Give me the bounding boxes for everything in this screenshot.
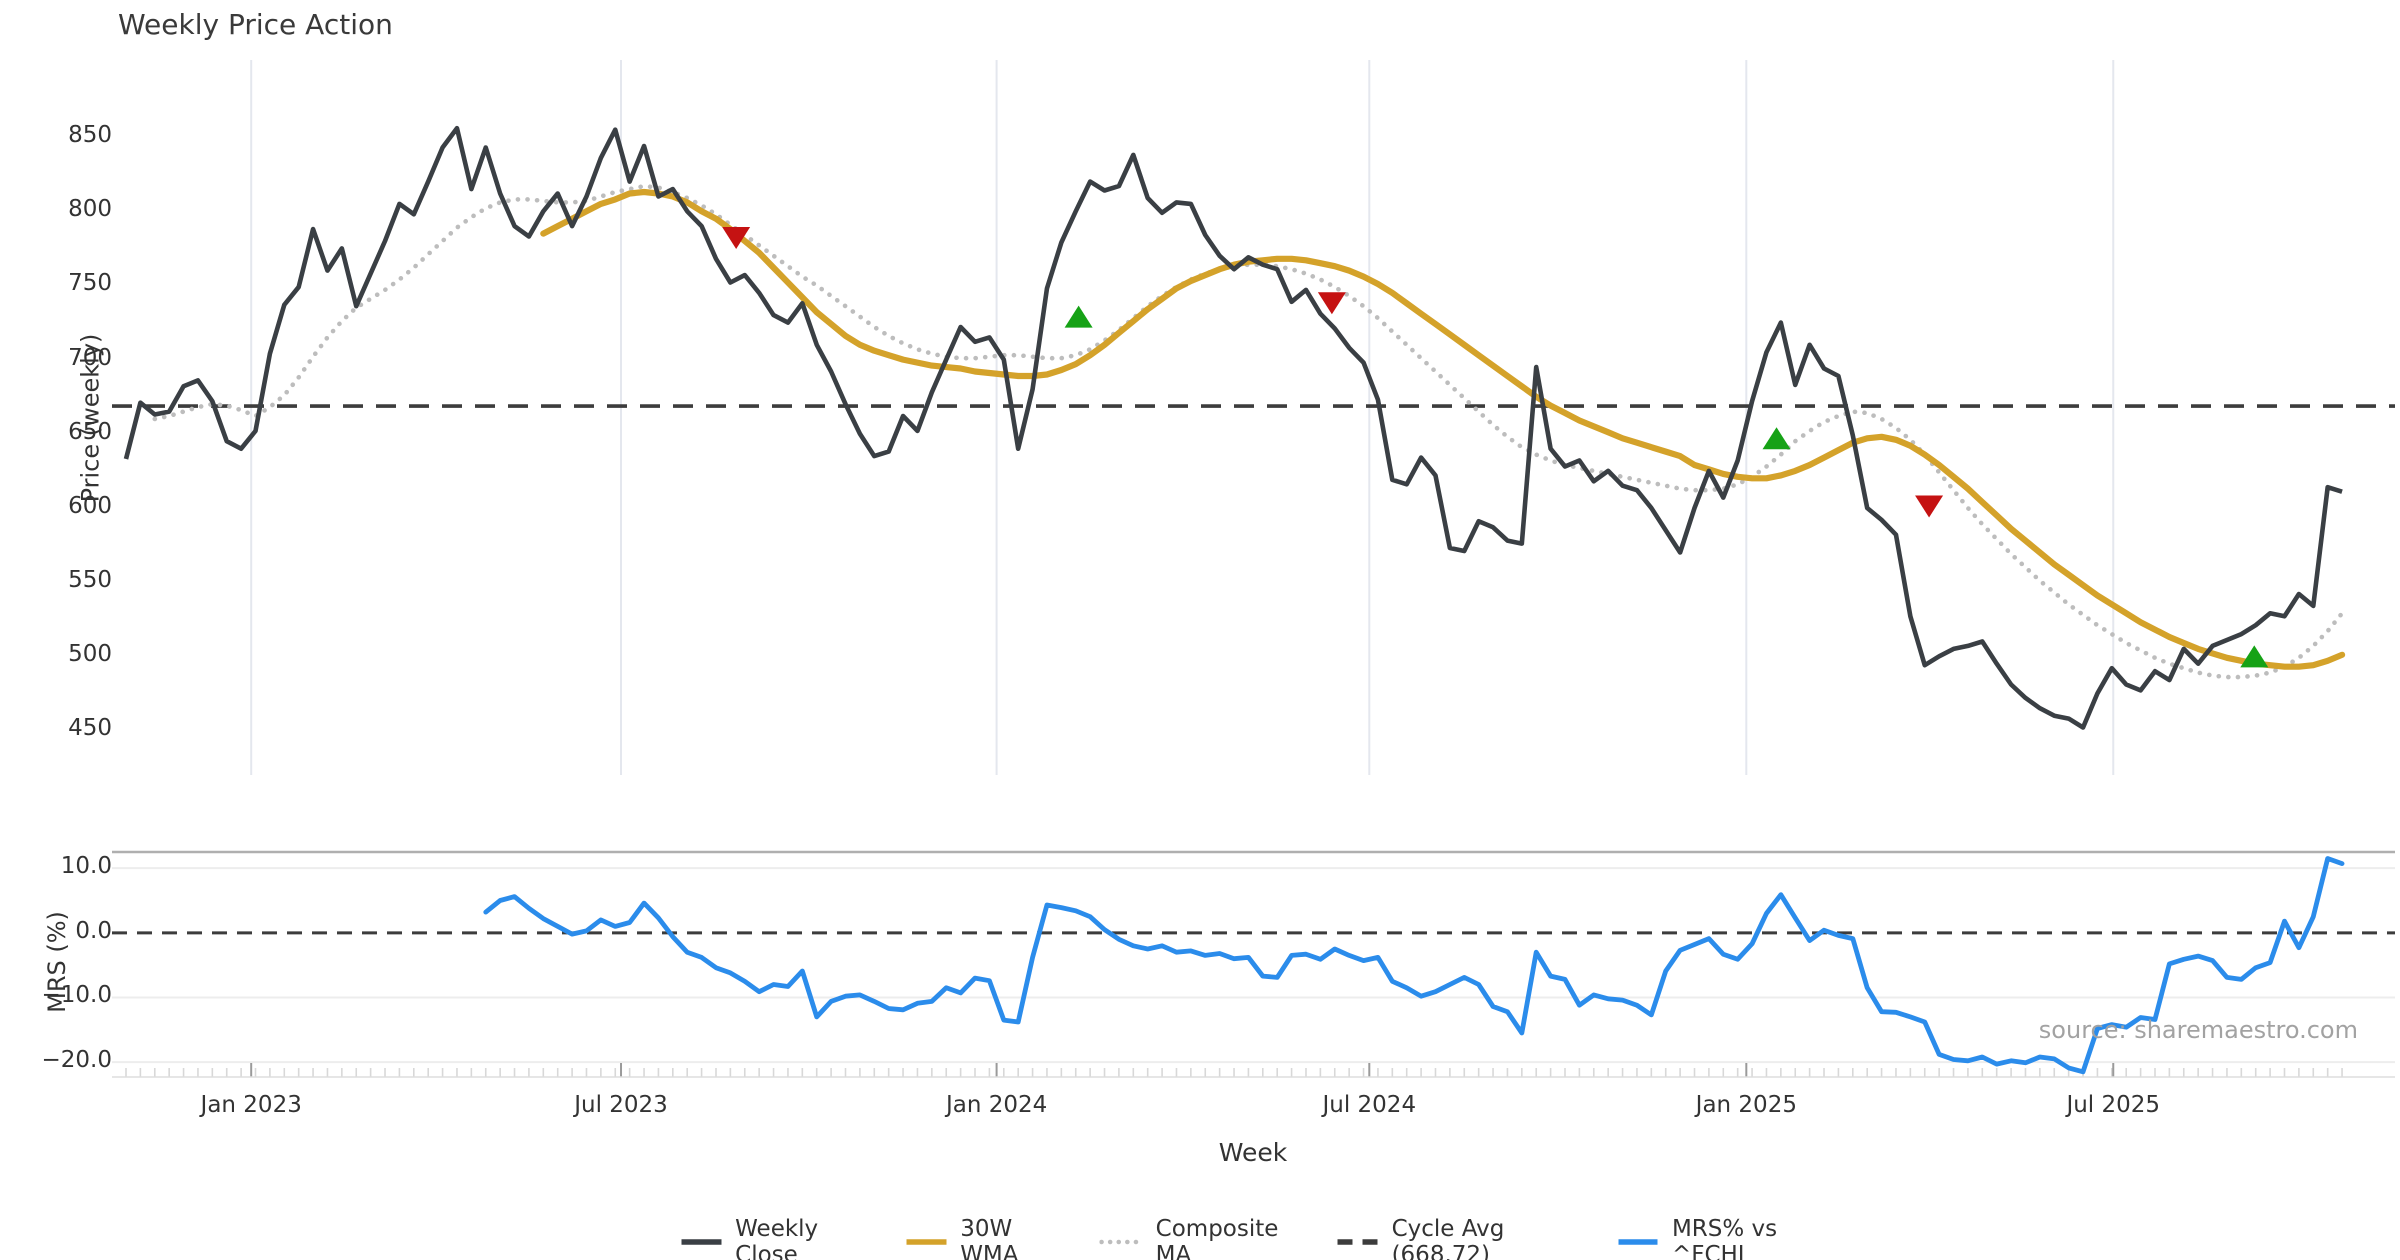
legend-swatch-mrs bbox=[1618, 1239, 1658, 1245]
price-tick-label: 550 bbox=[68, 567, 112, 594]
mrs-tick-label: −20.0 bbox=[41, 1047, 112, 1074]
x-axis-label: Week bbox=[1218, 1138, 1288, 1167]
watermark-text: source: sharemaestro.com bbox=[2038, 1016, 2358, 1044]
sell-marker-icon bbox=[722, 227, 751, 250]
price-tick-label: 800 bbox=[68, 196, 112, 223]
legend-swatch-cycle bbox=[1337, 1239, 1378, 1245]
legend-item-cycle: Cycle Avg (668.72) bbox=[1336, 1216, 1574, 1260]
price-tick-label: 650 bbox=[68, 418, 112, 445]
x-tick-label: Jan 2023 bbox=[200, 1092, 302, 1118]
legend-label: Cycle Avg (668.72) bbox=[1391, 1216, 1505, 1260]
chart-title: Weekly Price Action bbox=[118, 8, 393, 41]
mrs-tick-label: −10.0 bbox=[41, 982, 112, 1009]
x-tick-label: Jul 2024 bbox=[1322, 1092, 1417, 1118]
mrs-tick-label: 10.0 bbox=[60, 853, 112, 880]
buy-marker-icon bbox=[1064, 305, 1093, 328]
legend-item-mrs: MRS% vs ^FCHI bbox=[1616, 1216, 1826, 1260]
legend-label: Weekly Close bbox=[735, 1216, 819, 1260]
x-tick-label: Jul 2025 bbox=[2066, 1092, 2161, 1118]
x-tick-label: Jan 2024 bbox=[945, 1092, 1048, 1118]
buy-marker-icon bbox=[1762, 427, 1791, 450]
x-tick-label: Jul 2023 bbox=[574, 1092, 668, 1118]
mrs-tick-label: 0.0 bbox=[75, 917, 112, 944]
price-tick-label: 500 bbox=[68, 641, 112, 668]
sell-marker-icon bbox=[1915, 495, 1944, 518]
wma-line bbox=[540, 188, 2346, 670]
legend-swatch-composite bbox=[1099, 1239, 1142, 1245]
price-tick-label: 850 bbox=[68, 122, 112, 149]
weekly-close-line bbox=[123, 125, 2343, 730]
price-tick-label: 750 bbox=[68, 270, 112, 297]
legend-item-wma: 30W WMA bbox=[905, 1216, 1058, 1260]
price-tick-label: 450 bbox=[68, 715, 112, 742]
x-tick-label: Jan 2025 bbox=[1695, 1092, 1797, 1118]
legend-label: 30W WMA bbox=[960, 1216, 1019, 1260]
price-tick-label: 700 bbox=[68, 344, 112, 371]
legend-label: Composite MA bbox=[1155, 1216, 1279, 1260]
price-tick-label: 600 bbox=[68, 492, 112, 519]
legend-swatch-wma bbox=[906, 1239, 947, 1245]
chart-legend: Weekly Close 30W WMA Composite MA Cycle Avg… bbox=[680, 1216, 1827, 1260]
legend-item-composite: Composite MA bbox=[1099, 1216, 1294, 1260]
legend-item-close: Weekly Close bbox=[680, 1216, 863, 1260]
buy-marker-icon bbox=[2240, 645, 2269, 668]
mrs-line bbox=[483, 856, 2345, 1075]
legend-swatch-close bbox=[681, 1239, 722, 1245]
legend-label: MRS% vs ^FCHI bbox=[1671, 1216, 1778, 1260]
sell-marker-icon bbox=[1317, 292, 1346, 315]
